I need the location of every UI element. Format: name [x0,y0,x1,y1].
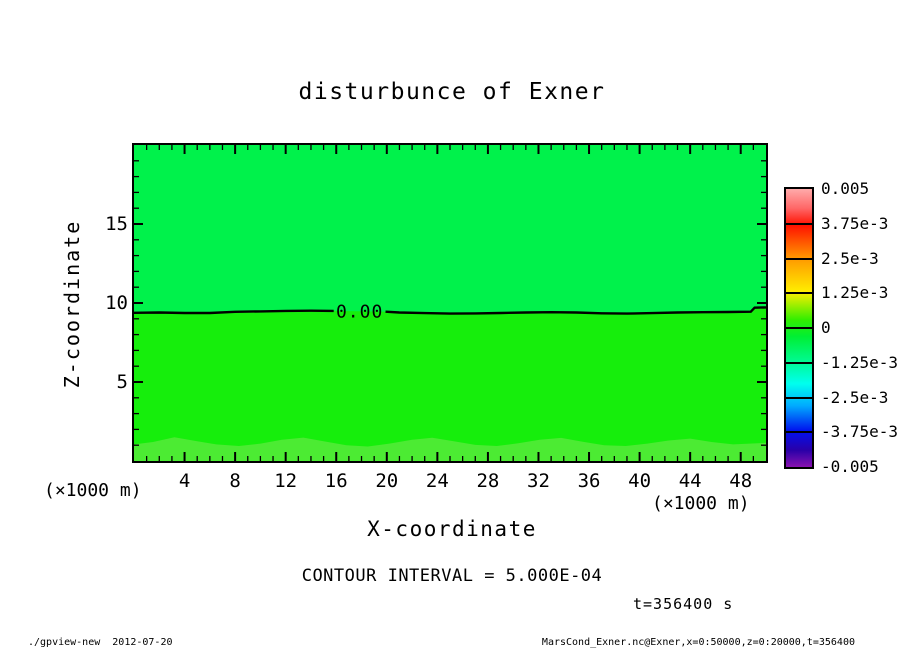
colorbar-label: 2.5e-3 [821,248,879,268]
time-annotation: t=356400 s [633,595,734,613]
x-tick-label: 32 [527,470,550,492]
colorbar-label: 0.005 [821,179,870,198]
x-axis-unit: (×1000 m) [652,493,750,514]
x-tick-label: 24 [425,470,449,492]
colorbar-label: 1.25e-3 [821,283,889,303]
colorbar [784,187,814,469]
footer-command: ./gpview-new 2012-07-20 [28,637,173,648]
y-tick-labels: 5 10 15 [88,145,128,461]
zero-contour-label: 0.00 [336,301,383,322]
x-tick-label: 36 [577,470,601,492]
x-tick-labels: 4 8 12 16 20 24 28 32 36 40 44 48 [134,470,766,494]
x-tick-label: 12 [274,470,298,492]
colorbar-label: -0.005 [821,457,879,476]
plot-canvas: 0.00 [134,145,766,461]
y-tick-label: 5 [116,371,128,393]
region-above-contour [134,145,766,314]
footer-source: MarsCond_Exner.nc@Exner,x=0:50000,z=0:20… [541,637,855,648]
y-tick-label: 10 [105,292,128,314]
colorbar-divider [786,257,812,260]
y-tick-label: 15 [105,213,128,235]
plot-title: disturbunce of Exner [298,79,606,105]
colorbar-divider [786,327,812,329]
colorbar-divider [786,396,812,399]
colorbar-labels: 0.005 3.75e-3 2.5e-3 1.25e-3 0 -1.25e-3 -2.5e-… [821,179,901,476]
x-axis-title: X-coordinate [367,517,537,541]
x-tick-label: 4 [178,470,191,492]
x-tick-label: 40 [628,470,652,492]
x-tick-label: 44 [678,470,702,492]
colorbar-divider [786,361,812,364]
colorbar-divider [786,431,812,434]
y-axis-unit: (×1000 m) [44,480,142,501]
surface-band [134,437,766,461]
colorbar-label: 3.75e-3 [821,213,889,233]
colorbar-label: -1.25e-3 [821,352,899,372]
colorbar-divider [786,292,812,295]
zero-contour-line [134,309,334,315]
colorbar-divider [786,222,812,225]
y-axis-title: Z-coordinate [60,219,84,389]
x-tick-label: 8 [229,470,241,492]
contour-interval-note: CONTOUR INTERVAL = 5.000E-04 [301,566,603,586]
x-tick-label: 16 [324,470,348,492]
colorbar-label: -3.75e-3 [821,422,899,442]
zero-contour-line [385,306,766,315]
colorbar-label: -2.5e-3 [821,387,889,407]
plot-area: 0.00 [132,143,768,463]
colorbar-label: 0 [821,318,831,337]
x-tick-label: 20 [375,470,399,492]
x-tick-label: 48 [729,470,753,492]
x-tick-label: 28 [476,470,500,492]
